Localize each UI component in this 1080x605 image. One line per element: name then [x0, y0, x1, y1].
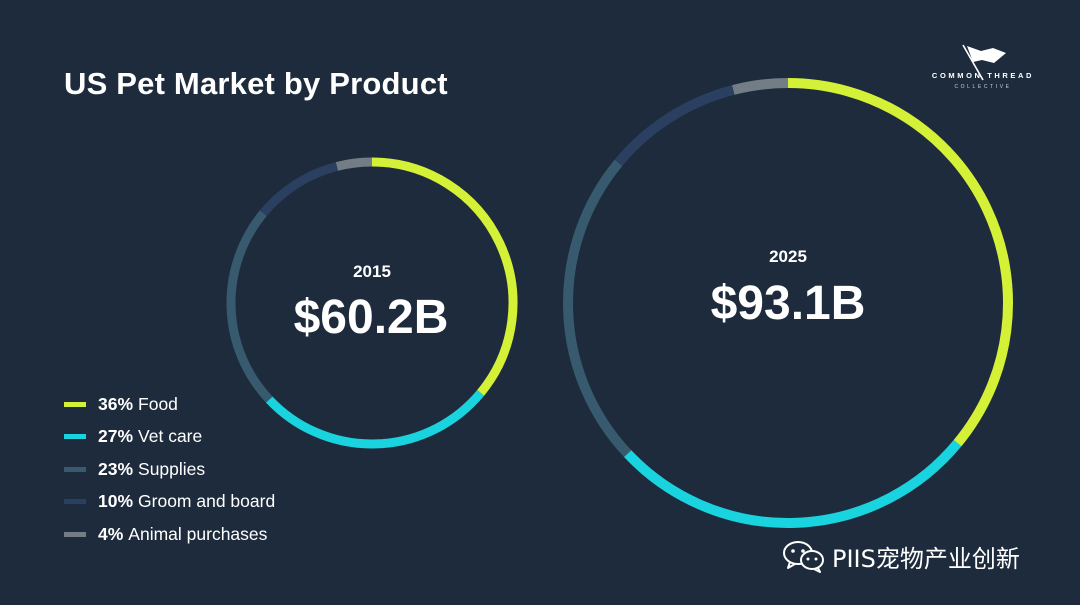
donut-year-label: 2025	[769, 247, 807, 266]
legend-item-food: 36% Food	[64, 388, 275, 421]
donut-segment-animal-purchases	[335, 157, 373, 171]
legend-percent: 36%	[98, 393, 134, 414]
donut-segment-food	[371, 157, 518, 396]
legend-percent: 27%	[98, 426, 134, 447]
flag-icon	[962, 44, 1006, 81]
legend-percent: 10%	[98, 491, 134, 512]
donut-segment-animal-purchases	[732, 78, 789, 95]
donut-segment-supplies	[226, 210, 273, 403]
legend-percent: 23%	[98, 458, 134, 479]
legend-label: Animal purchases	[128, 523, 268, 544]
donut-segment-vet-care	[265, 390, 485, 449]
company-logo: COMMON THREAD COLLECTIVE	[924, 40, 1042, 96]
donut-segment-groom-and-board	[259, 162, 339, 217]
donut-segment-supplies	[563, 159, 632, 458]
donut-segment-vet-care	[623, 440, 962, 528]
legend-item-vet-care: 27% Vet care	[64, 421, 275, 454]
legend-swatch	[64, 466, 86, 472]
legend-percent: 4%	[98, 523, 124, 544]
donut-total-value: $93.1B	[711, 277, 866, 330]
legend-label: Supplies	[138, 458, 206, 479]
legend-swatch	[64, 434, 86, 440]
legend-swatch	[64, 499, 86, 505]
donut-year-label: 2015	[353, 262, 391, 281]
legend-label: Groom and board	[138, 491, 276, 512]
logo-name: COMMON THREAD	[931, 71, 1035, 80]
watermark: PIIS宠物产业创新	[782, 536, 1020, 576]
wechat-icon	[783, 541, 824, 573]
legend-swatch	[64, 401, 86, 407]
watermark-text: PIIS宠物产业创新	[832, 544, 1020, 573]
donut-segment-food	[787, 78, 1013, 447]
legend-item-supplies: 23% Supplies	[64, 453, 275, 486]
logo-subtitle: COLLECTIVE	[954, 84, 1012, 90]
donut-total-value: $60.2B	[294, 291, 449, 344]
legend-label: Vet care	[138, 426, 203, 447]
legend-label: Food	[138, 393, 178, 414]
donut-2015: 2015 $60.2B	[226, 157, 518, 449]
donut-segment-groom-and-board	[614, 85, 735, 166]
legend-item-animal-purchases: 4% Animal purchases	[64, 518, 275, 551]
chart-legend: 36% Food 27% Vet care 23% Supplies 10% G…	[64, 388, 275, 551]
legend-item-groom-and-board: 10% Groom and board	[64, 486, 275, 519]
slide-title: US Pet Market by Product	[64, 66, 448, 101]
legend-swatch	[64, 531, 86, 537]
donut-2025: 2025 $93.1B	[563, 78, 1013, 528]
